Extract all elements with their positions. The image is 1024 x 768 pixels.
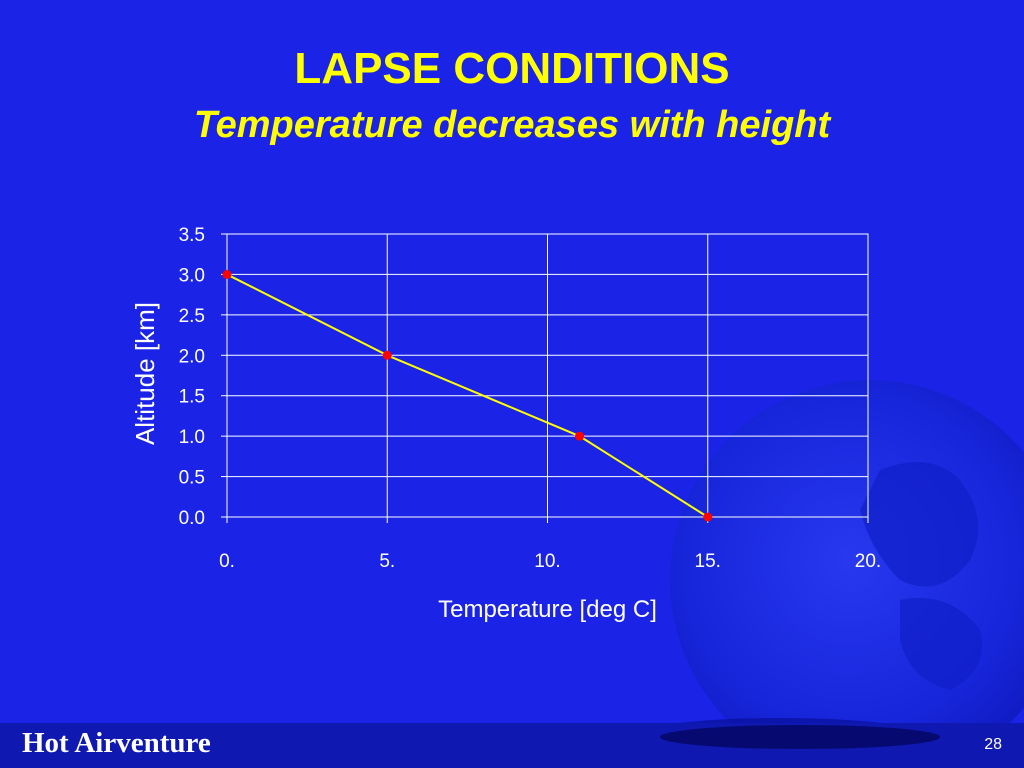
y-tick-label: 2.5 xyxy=(179,306,205,327)
x-tick-label: 5. xyxy=(379,551,395,572)
y-axis-label: Altitude [km] xyxy=(130,302,160,445)
y-tick-label: 3.0 xyxy=(179,265,205,286)
x-tick-label: 15. xyxy=(695,551,721,572)
page-number: 28 xyxy=(984,736,1002,753)
y-tick-label: 1.5 xyxy=(179,387,205,408)
data-point xyxy=(382,350,392,360)
y-tick-label: 1.0 xyxy=(179,427,205,448)
y-tick-label: 0.0 xyxy=(179,508,205,529)
footer-bar xyxy=(0,723,1024,768)
series-line xyxy=(226,273,709,518)
x-tick-label: 0. xyxy=(219,551,235,572)
x-axis-label: Temperature [deg C] xyxy=(438,596,657,623)
y-tick-label: 0.5 xyxy=(179,468,205,489)
y-tick-label: 2.0 xyxy=(179,346,205,367)
footer-brand: Hot Airventure xyxy=(22,727,211,759)
x-tick-label: 20. xyxy=(855,551,881,572)
data-point xyxy=(222,269,232,279)
y-tick-label: 3.5 xyxy=(179,225,205,246)
slide-title: LAPSE CONDITIONS xyxy=(294,44,730,93)
data-point xyxy=(575,431,585,441)
data-point xyxy=(703,512,713,522)
x-tick-label: 10. xyxy=(534,551,560,572)
slide-subtitle: Temperature decreases with height xyxy=(193,104,831,146)
